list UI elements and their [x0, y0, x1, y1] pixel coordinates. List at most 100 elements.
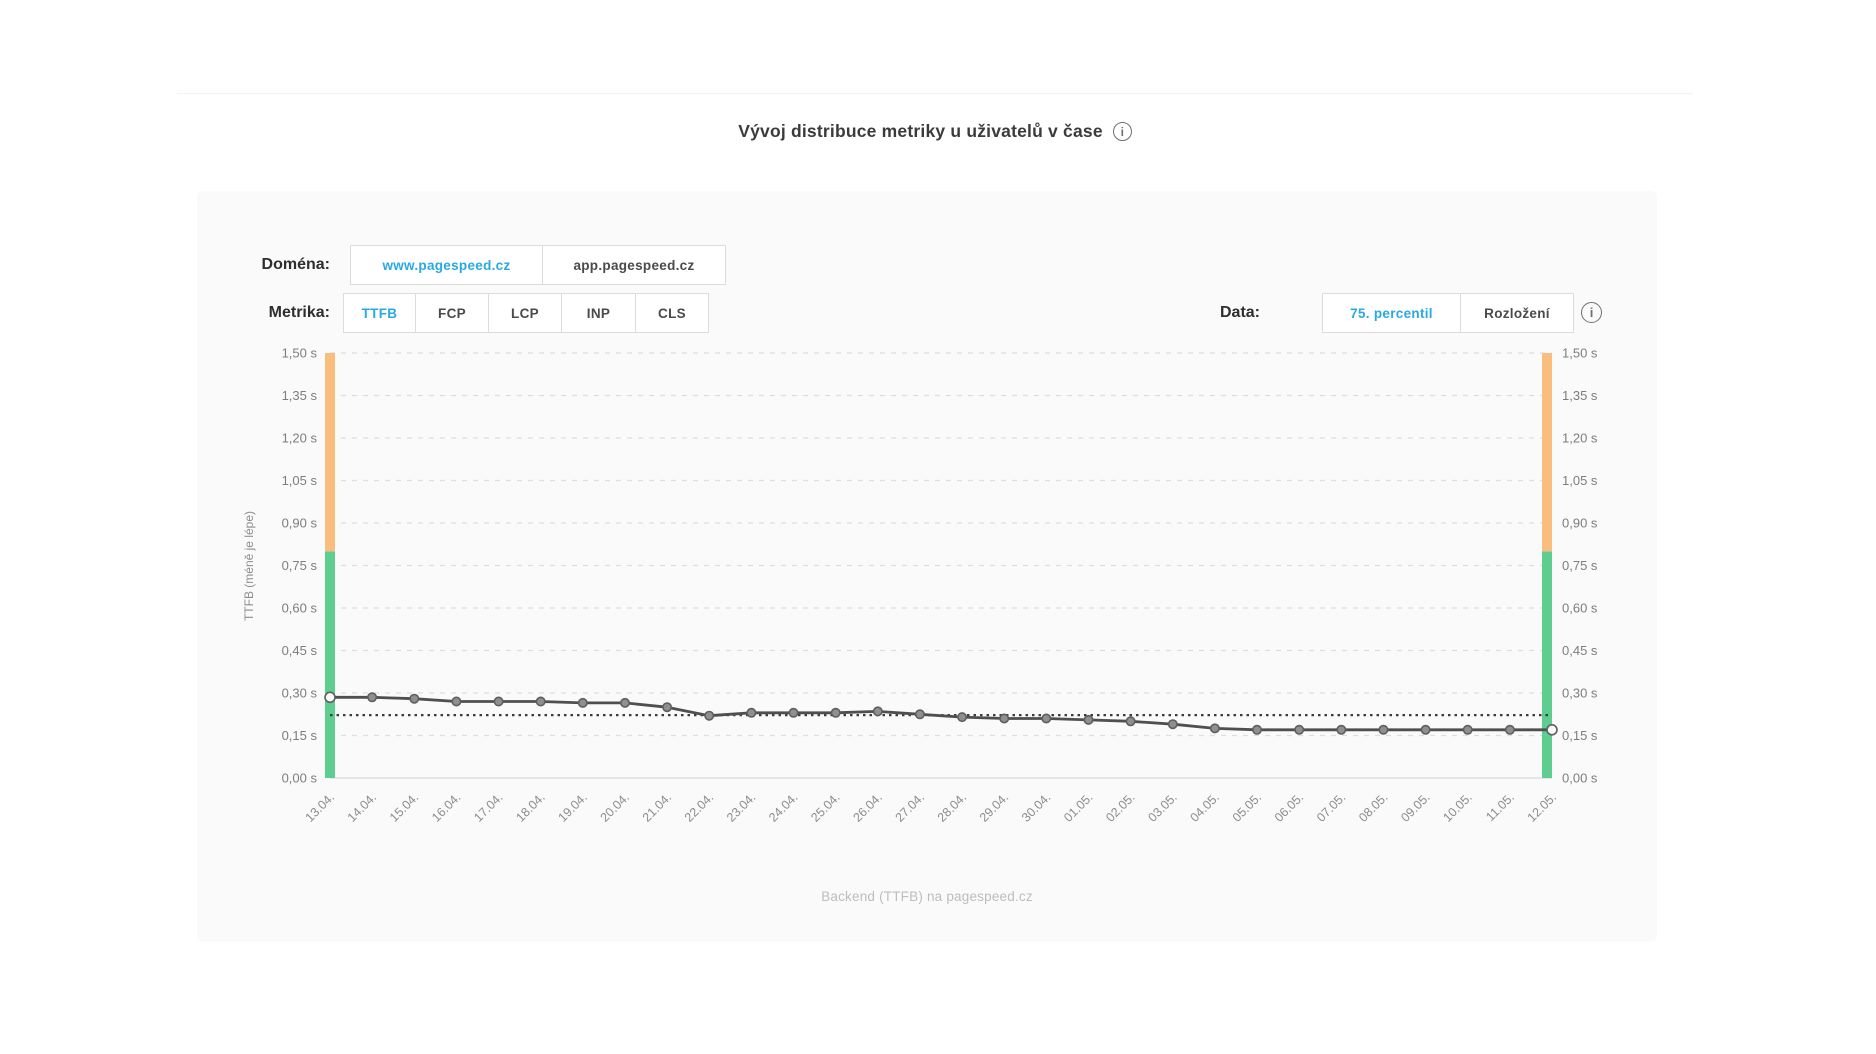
chart-point[interactable]	[1083, 714, 1094, 725]
x-tick-label: 13.04.	[303, 790, 337, 824]
y-tick-left: 1,50 s	[282, 346, 318, 361]
chart-point[interactable]	[324, 691, 336, 704]
y-tick-right: 0,00 s	[1562, 771, 1598, 786]
x-tick-label: 24.04.	[766, 790, 800, 824]
x-tick-label: 16.04.	[429, 790, 463, 824]
data-button-percentile[interactable]: 75. percentil	[1322, 293, 1461, 333]
chart-point[interactable]	[493, 696, 504, 707]
x-tick-label: 03.05.	[1145, 790, 1179, 824]
data-label: Data:	[1219, 304, 1260, 321]
x-tick-label: 30.04.	[1019, 790, 1053, 824]
x-tick-label: 20.04.	[598, 790, 632, 824]
domain-button-www[interactable]: www.pagespeed.cz	[350, 245, 543, 285]
metric-label: Metrika:	[268, 304, 330, 321]
page-title: Vývoj distribuce metriky u uživatelů v č…	[738, 121, 1103, 141]
chart-point[interactable]	[619, 697, 630, 708]
y-tick-left: 0,45 s	[282, 643, 318, 658]
x-tick-label: 04.05.	[1188, 790, 1222, 824]
y-tick-left: 0,90 s	[282, 516, 318, 531]
content-card: Vývoj distribuce metriky u uživatelů v č…	[177, 93, 1693, 1013]
ttfb-trend-chart: 0,00 s 0,00 s 0,15 s 0,15 s 0,30 s 0,30 s 0,45…	[242, 346, 1598, 825]
metric-button-fcp[interactable]: FCP	[415, 293, 489, 333]
y-tick-left: 1,20 s	[282, 431, 318, 446]
x-tick-label: 07.05.	[1314, 790, 1348, 824]
chart-point[interactable]	[914, 709, 925, 720]
chart-point[interactable]	[957, 712, 968, 723]
chart-point[interactable]	[409, 693, 420, 704]
chart-point[interactable]	[1378, 724, 1389, 735]
y-tick-left: 0,30 s	[282, 686, 318, 701]
chart-point[interactable]	[1336, 724, 1347, 735]
chart-point[interactable]	[1167, 719, 1178, 730]
x-tick-label: 17.04.	[471, 790, 505, 824]
chart-point[interactable]	[1041, 713, 1052, 724]
y-tick-left: 0,75 s	[282, 558, 318, 573]
x-tick-label: 21.04.	[640, 790, 674, 824]
threshold-bar-needs-improvement-left	[325, 353, 335, 552]
x-tick-label: 18.04.	[513, 790, 547, 824]
x-tick-label: 11.05.	[1483, 790, 1517, 824]
data-button-group: 75. percentil Rozložení	[1322, 293, 1574, 333]
y-tick-left: 1,05 s	[282, 473, 318, 488]
threshold-bar-good-left	[325, 551, 335, 778]
chart-point[interactable]	[1462, 724, 1473, 735]
data-info-wrap: i	[1581, 302, 1602, 323]
x-tick-label: 09.05.	[1398, 790, 1432, 824]
y-tick-left: 0,00 s	[282, 771, 318, 786]
chart-point[interactable]	[367, 692, 378, 703]
x-tick-label: 15.04.	[387, 790, 421, 824]
chart-point[interactable]	[1504, 724, 1515, 735]
y-tick-right: 1,20 s	[1562, 431, 1598, 446]
y-tick-right: 1,35 s	[1562, 388, 1598, 403]
domain-label: Doména:	[261, 256, 330, 273]
x-tick-label: 25.04.	[808, 790, 842, 824]
domain-button-app[interactable]: app.pagespeed.cz	[542, 245, 726, 285]
y-tick-left: 1,35 s	[282, 388, 318, 403]
title-info-icon[interactable]: i	[1112, 122, 1132, 141]
y-tick-left: 0,60 s	[282, 601, 318, 616]
metric-button-lcp[interactable]: LCP	[488, 293, 562, 333]
chart-point[interactable]	[577, 697, 588, 708]
metric-button-inp[interactable]: INP	[561, 293, 636, 333]
chart-point[interactable]	[1125, 716, 1136, 727]
chart-point[interactable]	[1209, 723, 1220, 734]
series-line	[330, 695, 1552, 732]
chart-point[interactable]	[535, 696, 546, 707]
chart-point[interactable]	[662, 702, 673, 713]
x-tick-label: 10.05.	[1440, 790, 1474, 824]
chart-point[interactable]	[1420, 724, 1431, 735]
chart-point[interactable]	[704, 710, 715, 721]
x-tick-label: 12.05.	[1525, 790, 1559, 824]
y-tick-right: 0,30 s	[1562, 686, 1598, 701]
x-tick-label: 01.05.	[1061, 790, 1095, 824]
chart-point[interactable]	[1546, 723, 1558, 736]
metric-button-ttfb[interactable]: TTFB	[343, 293, 416, 333]
data-button-distribution[interactable]: Rozložení	[1460, 293, 1574, 333]
x-tick-label: 23.04.	[724, 790, 758, 824]
y-tick-right: 0,15 s	[1562, 728, 1598, 743]
chart-point[interactable]	[1252, 724, 1263, 735]
x-tick-label: 29.04.	[977, 790, 1011, 824]
x-tick-label: 27.04.	[893, 790, 927, 824]
data-info-icon[interactable]: i	[1581, 302, 1602, 323]
threshold-bar-needs-improvement-right	[1542, 353, 1552, 552]
x-tick-label: 22.04.	[682, 790, 716, 824]
y-tick-right: 1,05 s	[1562, 473, 1598, 488]
metric-button-cls[interactable]: CLS	[635, 293, 709, 333]
chart-point[interactable]	[451, 696, 462, 707]
threshold-bar-good-right	[1542, 551, 1552, 778]
metric-button-group: TTFB FCP LCP INP CLS	[343, 293, 709, 333]
x-tick-label: 19.04.	[555, 790, 589, 824]
chart-point[interactable]	[872, 706, 883, 717]
chart-point[interactable]	[788, 707, 799, 718]
chart-point[interactable]	[1294, 724, 1305, 735]
x-tick-label: 14.04.	[345, 790, 379, 824]
chart-point[interactable]	[746, 707, 757, 718]
x-tick-label: 06.05.	[1272, 790, 1306, 824]
y-tick-right: 0,60 s	[1562, 601, 1598, 616]
y-tick-left: 0,15 s	[282, 728, 318, 743]
chart-panel: Doména: www.pagespeed.cz app.pagespeed.c…	[197, 191, 1657, 942]
chart-point[interactable]	[999, 713, 1010, 724]
chart-point[interactable]	[830, 707, 841, 718]
x-tick-label: 28.04.	[935, 790, 969, 824]
